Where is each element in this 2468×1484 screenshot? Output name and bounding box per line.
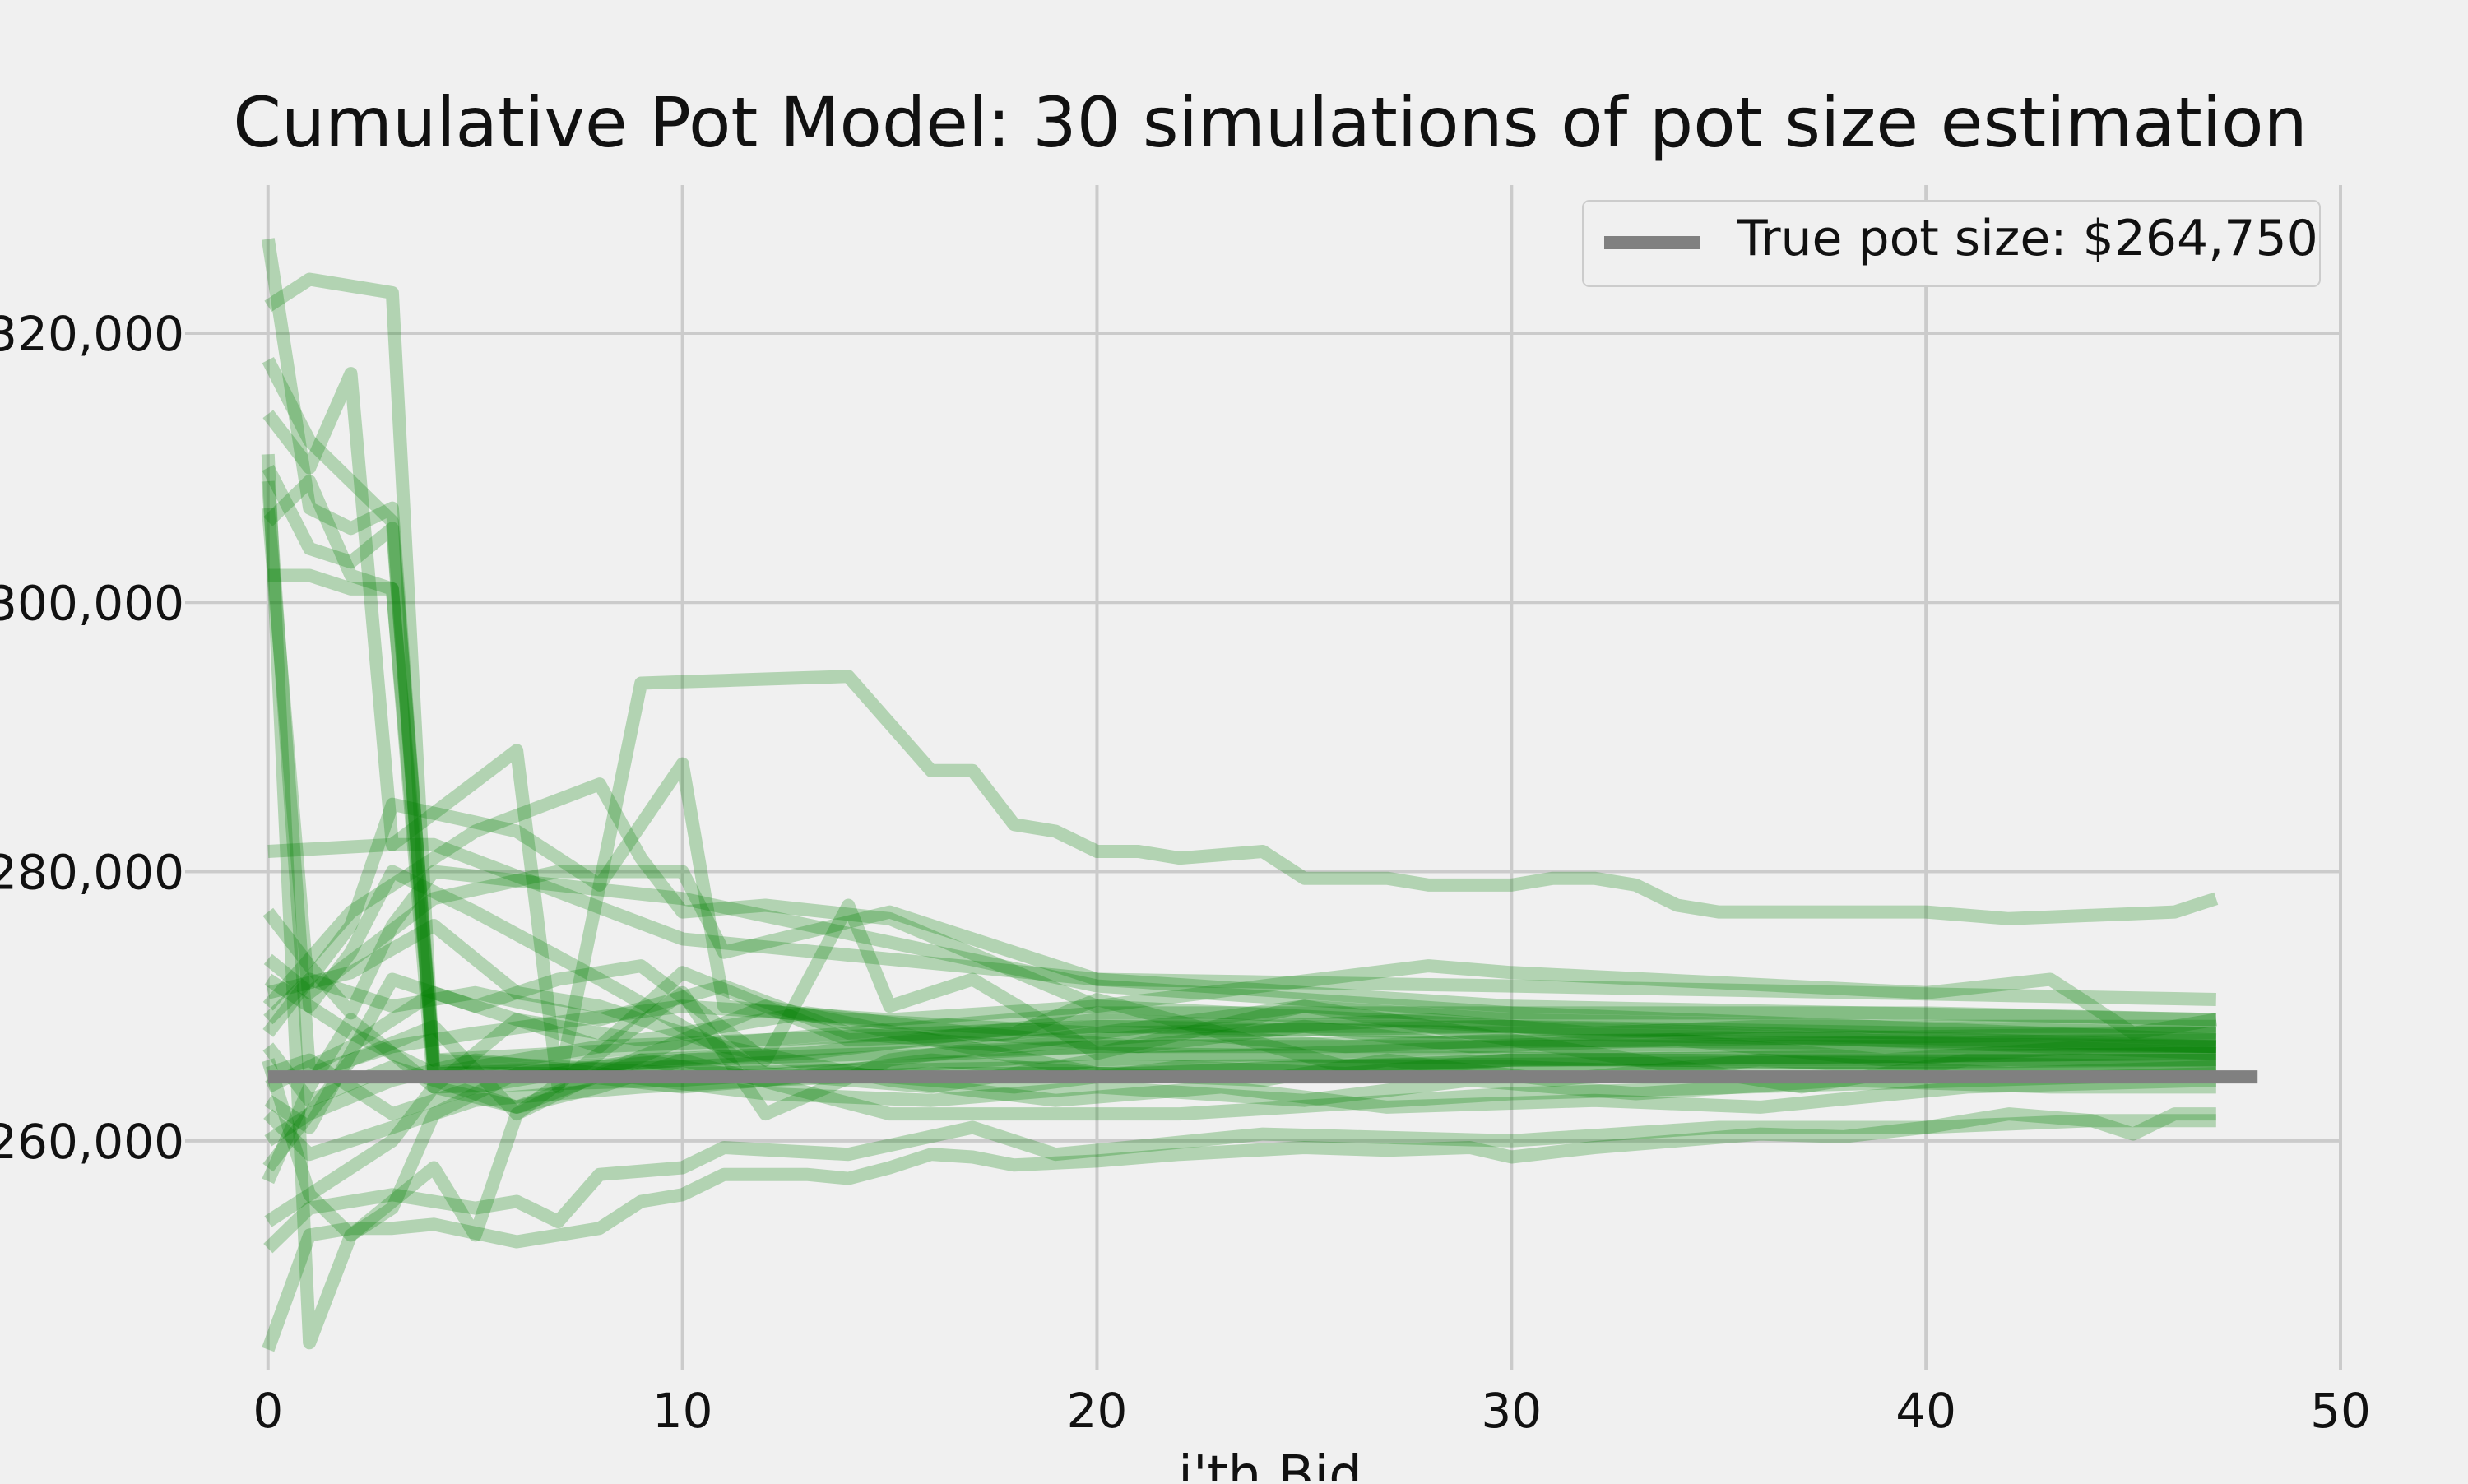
simulation-line-14	[264, 898, 2216, 1134]
simulation-line-2	[264, 272, 2216, 1080]
y-tick-label: 320,000	[0, 306, 184, 362]
x-axis-label: i'th Bid	[1178, 1445, 1362, 1481]
simulation-line-22	[261, 508, 2216, 1094]
x-tick-label: 40	[1895, 1383, 1956, 1439]
simulation-line-4	[262, 367, 2216, 1027]
simulation-line-1	[261, 238, 2216, 1080]
simulation-line-10	[263, 865, 2216, 1006]
simulation-line-8	[267, 670, 2219, 1094]
simulation-line-9	[262, 865, 2217, 1047]
tick-labels: 0 10 20 30 40 50 260,000 280,000 300,000 320,000	[0, 306, 2371, 1439]
x-tick-label: 30	[1481, 1383, 1542, 1439]
simulation-line-3	[262, 357, 2216, 1080]
legend: True pot size: $264,750	[1582, 200, 2321, 287]
y-tick-label: 300,000	[0, 575, 184, 631]
legend-box	[1582, 200, 2321, 287]
simulation-line-15	[262, 985, 2216, 1172]
simulation-line-29	[265, 985, 2216, 1093]
legend-label-true-pot: True pot size: $264,750	[1737, 210, 2318, 267]
simulation-line-27	[266, 919, 2217, 1114]
simulation-line-21	[261, 480, 2218, 1080]
x-tick-label: 0	[253, 1383, 283, 1439]
grid	[185, 185, 2342, 1370]
chart-title: Cumulative Pot Model: 30 simulations of …	[233, 82, 2307, 163]
simulation-line-6	[263, 475, 2216, 1080]
y-tick-label: 260,000	[0, 1114, 184, 1170]
simulation-line-5	[262, 464, 2216, 1067]
x-tick-label: 50	[2310, 1383, 2371, 1439]
x-tick-label: 20	[1067, 1383, 1128, 1439]
simulation-line-16	[262, 966, 2216, 1185]
simulation-line-12	[262, 757, 2217, 1060]
simulation-line-20	[261, 453, 2216, 1350]
y-tick-label: 280,000	[0, 845, 184, 901]
simulation-line-24	[266, 1013, 2216, 1121]
simulation-line-11	[262, 777, 2217, 1054]
simulation-line-18	[263, 1107, 2216, 1254]
x-tick-label: 10	[652, 1383, 713, 1439]
simulation-line-19	[262, 1114, 2216, 1352]
